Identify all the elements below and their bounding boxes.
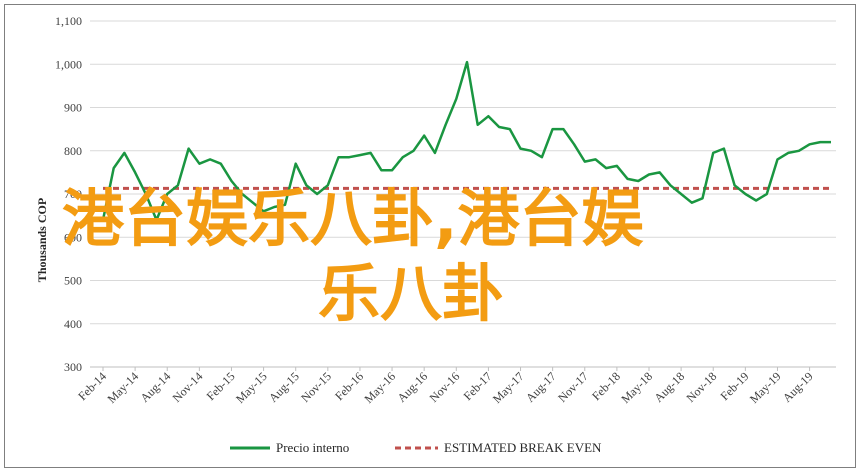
x-tick-label: Feb-19 <box>718 369 752 403</box>
y-axis-ticks: 300 400 500 600 700 800 900 1,000 1,100 <box>55 14 82 374</box>
x-tick-label: May-17 <box>490 369 527 406</box>
series-lines <box>101 60 831 222</box>
y-tick-label: 300 <box>64 360 82 374</box>
x-tick-label: Nov-15 <box>298 369 334 405</box>
y-tick-label: 600 <box>64 230 82 244</box>
x-tick-label: Aug-19 <box>780 369 816 405</box>
x-tick-label: Aug-16 <box>394 369 430 405</box>
x-tick-label: Aug-17 <box>523 369 559 405</box>
y-tick-label: 400 <box>64 317 82 331</box>
x-tick-label: May-16 <box>361 369 398 406</box>
x-tick-label: Nov-18 <box>684 369 720 405</box>
overlay-text-line1: 港台娱乐八卦,港台娱 <box>62 182 644 255</box>
x-tick-label: May-15 <box>233 369 270 406</box>
legend: Precio interno ESTIMATED BREAK EVEN <box>230 440 602 455</box>
y-tick-label: 1,100 <box>55 14 82 28</box>
overlay-text-line2: 乐八卦 <box>318 257 504 330</box>
series-line-precio-interno <box>101 60 831 222</box>
x-tick-label: Aug-15 <box>266 369 302 405</box>
x-tick-label: Feb-14 <box>75 369 109 403</box>
x-tick-label: Nov-16 <box>427 369 463 405</box>
x-axis-ticks: Feb-14May-14Aug-14Nov-14Feb-15May-15Aug-… <box>75 367 816 406</box>
y-tick-label: 800 <box>64 144 82 158</box>
x-tick-label: Feb-15 <box>204 369 238 403</box>
x-tick-label: May-18 <box>618 369 655 406</box>
x-tick-label: Feb-16 <box>332 369 366 403</box>
x-tick-label: Aug-14 <box>138 369 174 405</box>
x-tick-label: Nov-14 <box>170 369 206 405</box>
x-tick-label: May-14 <box>104 369 141 406</box>
chart-frame <box>4 4 856 468</box>
x-tick-label: Feb-18 <box>589 369 623 403</box>
y-tick-label: 900 <box>64 101 82 115</box>
y-tick-label: 1,000 <box>55 57 82 71</box>
y-tick-label: 500 <box>64 274 82 288</box>
y-axis-label: Thousands COP <box>35 198 49 282</box>
gridlines <box>90 20 836 325</box>
y-tick-label: 700 <box>64 187 82 201</box>
x-tick-label: Feb-17 <box>461 369 495 403</box>
legend-label-break-even: ESTIMATED BREAK EVEN <box>444 440 602 455</box>
x-tick-label: Nov-17 <box>555 369 591 405</box>
x-tick-label: May-19 <box>747 369 784 406</box>
legend-label-precio-interno: Precio interno <box>276 440 349 455</box>
x-tick-label: Aug-18 <box>651 369 687 405</box>
